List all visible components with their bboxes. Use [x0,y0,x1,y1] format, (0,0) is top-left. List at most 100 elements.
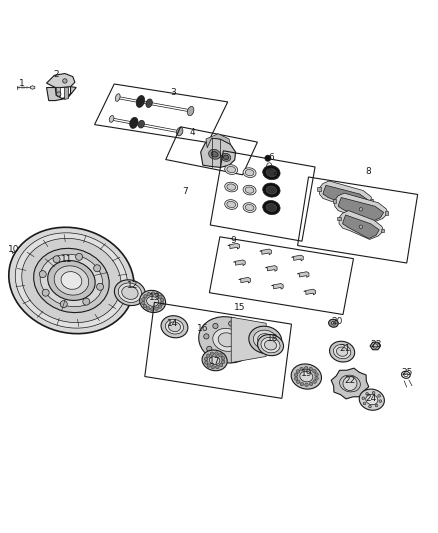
Text: 1: 1 [19,79,25,87]
Polygon shape [370,342,381,350]
Text: 25: 25 [401,368,413,377]
Text: 18: 18 [266,334,278,343]
Text: 13: 13 [148,294,160,302]
Circle shape [362,397,364,400]
Polygon shape [370,199,373,203]
Circle shape [206,354,210,358]
Ellipse shape [177,127,183,136]
Circle shape [155,293,159,296]
Circle shape [57,92,61,96]
Ellipse shape [122,286,138,300]
Circle shape [378,394,381,397]
Circle shape [159,295,162,298]
Circle shape [215,352,218,356]
Polygon shape [265,265,277,271]
Circle shape [146,306,150,310]
Ellipse shape [300,371,313,382]
Ellipse shape [48,261,95,301]
Circle shape [83,298,90,305]
Polygon shape [206,134,230,148]
Circle shape [147,293,151,296]
Ellipse shape [114,280,145,305]
Polygon shape [335,193,388,222]
Circle shape [143,304,147,308]
Ellipse shape [225,165,238,174]
Circle shape [158,305,162,308]
Circle shape [359,207,363,211]
Ellipse shape [291,364,321,389]
Circle shape [315,376,318,380]
Circle shape [343,376,357,391]
Circle shape [300,382,304,386]
Text: 19: 19 [300,369,312,378]
Ellipse shape [109,116,114,122]
Polygon shape [319,181,373,210]
Ellipse shape [249,326,282,353]
Ellipse shape [211,151,218,157]
Ellipse shape [187,107,194,116]
Circle shape [300,367,304,371]
Circle shape [265,155,271,161]
Ellipse shape [115,94,120,101]
Circle shape [236,351,241,357]
Polygon shape [343,215,379,239]
Circle shape [97,284,104,290]
Ellipse shape [328,319,338,327]
Circle shape [205,357,208,361]
Ellipse shape [208,149,221,159]
Polygon shape [323,185,368,209]
Polygon shape [201,138,236,167]
Circle shape [305,383,308,386]
Ellipse shape [140,290,166,312]
Circle shape [207,364,211,367]
Text: 9: 9 [230,236,236,245]
Text: 15: 15 [234,303,246,312]
Circle shape [60,301,67,308]
Ellipse shape [258,334,273,346]
Polygon shape [25,250,31,254]
Ellipse shape [359,389,385,410]
Circle shape [309,367,312,371]
Ellipse shape [261,337,280,353]
Circle shape [219,353,222,357]
Ellipse shape [136,95,145,108]
Ellipse shape [209,356,220,365]
Text: 24: 24 [365,394,377,403]
Polygon shape [64,87,68,99]
Polygon shape [233,260,245,265]
Circle shape [141,297,145,301]
Ellipse shape [9,227,134,334]
Ellipse shape [245,169,254,176]
Circle shape [141,301,145,305]
Circle shape [344,195,347,199]
Ellipse shape [202,350,227,371]
Polygon shape [337,217,341,220]
Text: 10: 10 [8,245,20,254]
Ellipse shape [227,166,236,173]
Ellipse shape [253,330,277,350]
Ellipse shape [118,283,141,302]
Circle shape [309,382,313,386]
Ellipse shape [266,168,277,176]
Text: 23: 23 [371,340,382,349]
Text: 22: 22 [344,376,356,384]
Ellipse shape [227,184,236,190]
Circle shape [296,370,300,373]
Circle shape [42,289,49,296]
Polygon shape [304,289,315,295]
Ellipse shape [245,205,254,211]
Circle shape [76,253,83,260]
Polygon shape [338,198,384,221]
Circle shape [205,361,208,364]
Ellipse shape [225,200,238,209]
Ellipse shape [263,183,280,197]
Circle shape [63,79,67,83]
Circle shape [210,352,214,356]
Ellipse shape [329,341,355,362]
Circle shape [155,307,158,310]
Circle shape [313,369,316,373]
Text: 3: 3 [170,88,176,97]
Polygon shape [331,368,369,399]
Text: 4: 4 [189,127,195,136]
Polygon shape [231,317,266,362]
